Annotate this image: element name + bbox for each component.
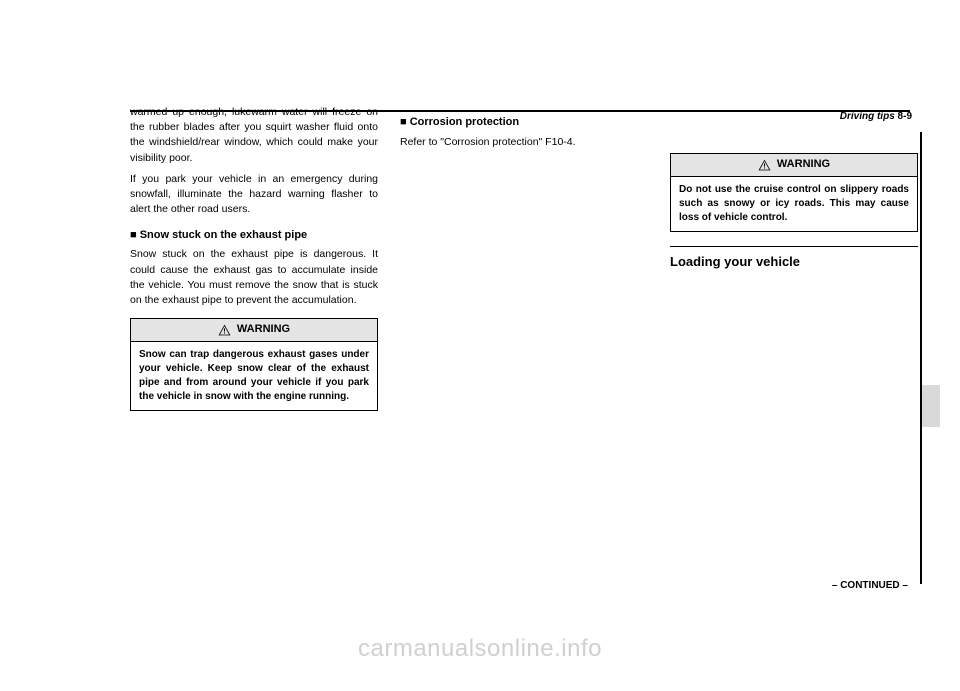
warning-label: WARNING: [777, 157, 830, 173]
page-content: warmed up enough, lukewarm water will fr…: [130, 105, 940, 585]
body-text: Snow stuck on the exhaust pipe is danger…: [130, 247, 378, 308]
column-2: ■ Corrosion protection Refer to "Corrosi…: [400, 105, 648, 421]
body-text: If you park your vehicle in an emergency…: [130, 172, 378, 218]
warning-header: WARNING: [131, 319, 377, 342]
columns: warmed up enough, lukewarm water will fr…: [130, 105, 918, 421]
warning-box: WARNING Snow can trap dangerous exhaust …: [130, 318, 378, 411]
warning-box: WARNING Do not use the cruise control on…: [670, 153, 918, 232]
warning-header: WARNING: [671, 154, 917, 177]
section-divider: [670, 246, 918, 247]
section-heading: ■ Snow stuck on the exhaust pipe: [130, 228, 378, 244]
warning-label: WARNING: [237, 322, 290, 338]
watermark: carmanualsonline.info: [0, 635, 960, 663]
warning-triangle-icon: [758, 159, 771, 171]
column-3: WARNING Do not use the cruise control on…: [670, 105, 918, 421]
major-heading: Loading your vehicle: [670, 253, 918, 272]
section-heading: ■ Corrosion protection: [400, 115, 648, 131]
continued-label: – CONTINUED –: [832, 580, 908, 591]
warning-body: Snow can trap dangerous exhaust gases un…: [131, 342, 377, 410]
column-1: warmed up enough, lukewarm water will fr…: [130, 105, 378, 421]
warning-body: Do not use the cruise control on slipper…: [671, 177, 917, 231]
warning-triangle-icon: [218, 324, 231, 336]
body-text: warmed up enough, lukewarm water will fr…: [130, 105, 378, 166]
body-text: Refer to "Corrosion protection" F10-4.: [400, 135, 648, 150]
